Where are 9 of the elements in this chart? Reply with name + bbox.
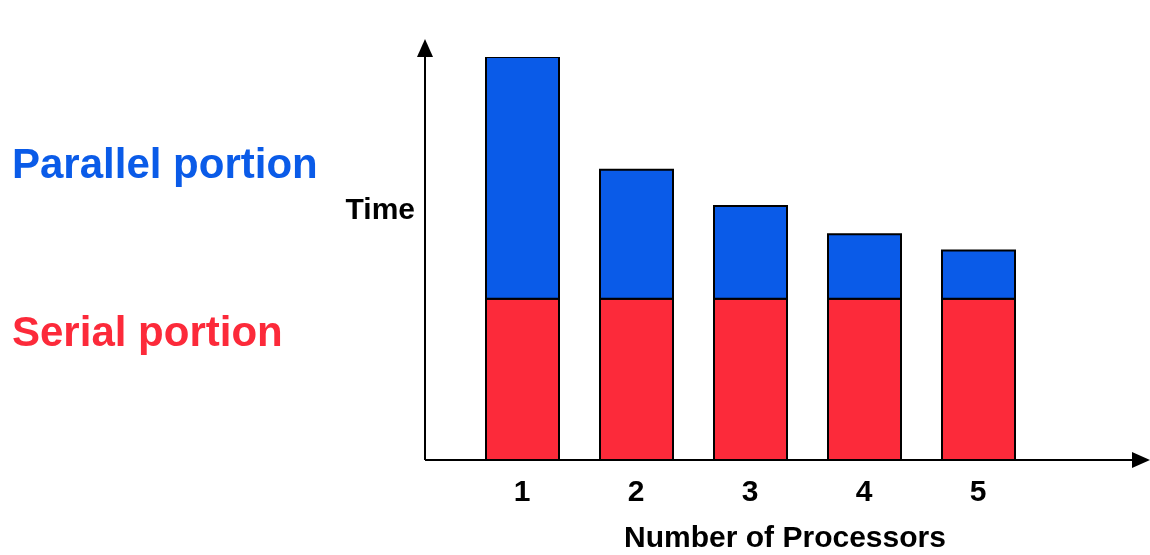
- x-tick-label: 4: [855, 474, 873, 508]
- x-tick-label: 5: [969, 474, 987, 508]
- x-axis-title: Number of Processors: [624, 520, 946, 553]
- x-tick-label: 1: [513, 474, 531, 508]
- x-tick-label: 3: [741, 474, 759, 508]
- text: Serial portion: [12, 308, 284, 356]
- x-tick-label: 2: [627, 474, 645, 508]
- y-axis-title: Time: [345, 192, 415, 226]
- text: Parallel portion: [12, 140, 318, 188]
